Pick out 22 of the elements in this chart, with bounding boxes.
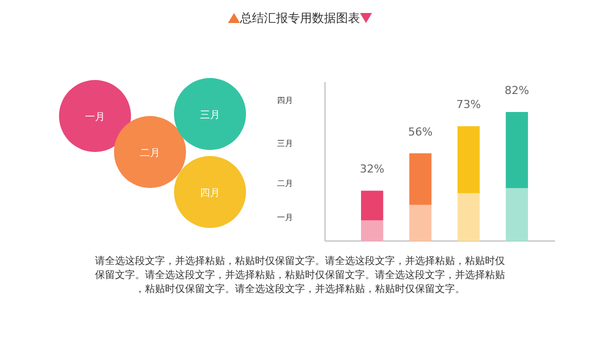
category-label: 一月 <box>85 112 105 123</box>
bar <box>458 193 480 241</box>
text: 四月 <box>277 96 293 105</box>
bar <box>506 112 528 188</box>
bar <box>361 190 384 220</box>
category-label: 三月 <box>200 110 220 121</box>
annotation: 73% <box>456 98 481 112</box>
annotation: 32% <box>360 162 384 176</box>
category-label: 四月 <box>200 188 220 199</box>
text: 请全选这段文字，并选择粘贴，粘贴时仅保留文字。请全选这段文字，并选择粘贴，粘贴时仅保留文字。请全选这段文字，并选择粘贴，粘贴时仅保留文字。请全选这段文字，并选择粘贴，粘贴时仅保留文字。请全选这段文字，并选择粘贴，粘贴时仅保留文字。 <box>95 255 505 295</box>
text: 总结汇报专用数据图表 <box>239 11 360 25</box>
bar <box>506 188 528 241</box>
annotation: 56% <box>408 125 433 138</box>
text: 三月 <box>277 139 293 148</box>
bar <box>409 153 432 205</box>
category-label: 二月 <box>140 148 160 159</box>
annotation: 82% <box>504 84 530 97</box>
text: 二月 <box>277 179 293 188</box>
bar <box>409 204 432 241</box>
text: 一月 <box>277 213 293 222</box>
bar <box>361 220 384 241</box>
bar <box>458 126 480 194</box>
